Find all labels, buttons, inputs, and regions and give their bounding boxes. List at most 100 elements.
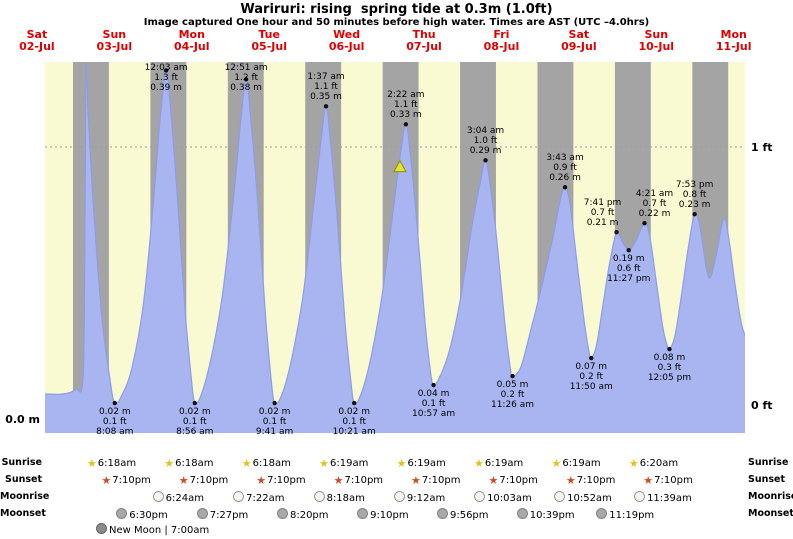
sunrise-entry: ★6:18am [87,457,136,470]
tide-annotation-line: 0.2 ft [579,372,604,383]
tide-annotation-line: 0.05 m [496,380,529,391]
tide-annotation-line: 12:51 am [224,63,268,73]
tide-annotation-line: 0.02 m [258,407,291,418]
tide-annotation-line: 0.38 m [230,83,262,93]
day-label-line: 02-Jul [19,40,55,53]
sunrise-entry: ★6:19am [397,457,446,470]
tide-annotation-line: 0.19 m [612,254,645,265]
tide-annotation-line: 1:37 am [307,72,345,83]
moonrise-time: 9:12am [406,493,446,504]
almanac-label-sunset-right: Sunset [748,474,786,485]
high-tide-point [562,185,568,190]
day-label: Wed 06-Jul [317,29,377,53]
tide-annotation-line: 0.1 ft [262,417,287,428]
moonset-circle-icon [516,508,528,519]
tide-annotation-line: 12:05 pm [647,373,692,384]
tide-annotation-line: 0.02 m [98,407,131,418]
sunrise-entry: ★6:19am [319,457,368,470]
moonrise-time: 8:18am [326,493,365,504]
moonrise-entry: 10:03am [474,491,532,504]
y-axis-zero-feet-label: 0 ft [751,399,773,412]
tide-annotation-line: 8:08 am [96,427,134,438]
high-tide-point [163,68,169,73]
sunrise-star-icon: ★ [241,457,252,470]
tide-annotation-line: 3:04 am [466,126,505,137]
moonrise-circle-icon [152,491,164,502]
sunrise-time: 6:18am [252,458,291,469]
tide-annotation-line: 0.6 ft [616,264,641,275]
low-tide-annotation: 0.08 m 0.3 ft 12:05 pm [639,353,699,383]
sunrise-time: 6:19am [484,458,524,469]
sunset-time: 7:10pm [344,475,384,486]
sunrise-star-icon: ★ [396,457,407,470]
sunrise-time: 6:18am [175,458,214,469]
high-tide-point [403,122,409,127]
high-tide-annotation: 12:51 am 1.2 ft 0.38 m [216,63,276,93]
sunrise-entry: ★6:18am [164,457,213,470]
low-tide-annotation: 0.02 m 0.1 ft 9:41 am [245,407,305,437]
low-tide-annotation: 0.07 m 0.2 ft 11:50 am [561,362,621,392]
sunset-star-icon: ★ [178,474,189,487]
sunrise-entry: ★6:20am [629,457,678,470]
high-tide-annotation: 7:41 pm 0.7 ft 0.21 m [573,198,633,228]
moonrise-entry: 8:18am [313,491,365,504]
moonset-circle-icon [196,508,208,519]
moonrise-entry: 7:22am [233,491,284,504]
moonset-time: 10:39pm [529,510,575,521]
moonrise-entry: 6:24am [152,491,204,504]
day-label-line: Sun [644,28,669,41]
moonset-time: 11:19pm [609,510,655,521]
sunset-star-icon: ★ [411,474,421,487]
moonrise-circle-icon [474,491,486,502]
high-tide-annotation: 1:37 am 1.1 ft 0.35 m [296,72,356,102]
tide-annotation-line: 11:27 pm [607,274,651,285]
tide-annotation-line: 0.23 m [678,200,711,211]
sunrise-star-icon: ★ [319,457,330,470]
new-moon-icon [96,523,107,534]
sunrise-star-icon: ★ [551,457,562,470]
moonset-time: 7:27pm [209,510,249,521]
sunset-entry: ★7:10pm [488,474,537,487]
tide-annotation-line: 0.08 m [653,353,686,364]
day-label: Sat 09-Jul [549,29,609,53]
tide-annotation-line: 0.9 ft [553,163,577,174]
sunset-star-icon: ★ [643,474,654,487]
day-label-line: 07-Jul [406,40,442,53]
almanac-label-moonset-left: Moonset [0,508,46,519]
high-tide-annotation: 4:21 am 0.7 ft 0.22 m [625,189,685,219]
tide-annotation-line: 3:43 am [546,153,584,164]
day-label: Mon 11-Jul [704,29,764,53]
low-tide-point [589,355,594,361]
moonrise-time: 6:24am [165,493,204,504]
low-tide-point [626,247,631,253]
capture-note: Image captured One hour and 50 minutes b… [143,17,650,28]
day-label-line: Sun [102,28,127,41]
moonset-time: 9:10pm [370,510,409,521]
tide-annotation-line: 1.2 ft [234,73,258,83]
high-tide-annotation: 7:53 pm 0.8 ft 0.23 m [665,180,725,210]
tide-annotation-line: 4:21 am [635,189,674,200]
moonset-circle-icon [436,508,448,519]
tide-annotation-line: 8:56 am [176,427,214,438]
moonrise-entry: 11:39am [634,491,692,504]
tide-annotation-line: 0.04 m [417,389,450,400]
moonset-time: 8:20pm [289,510,329,521]
high-tide-point [323,104,329,109]
high-tide-annotation: 3:04 am 1.0 ft 0.29 m [456,126,516,156]
high-tide-annotation: 12:03 am 1.3 ft 0.39 m [136,63,196,93]
day-label-line: 03-Jul [96,40,133,53]
moonrise-time: 10:52am [567,493,612,504]
moonrise-circle-icon [233,491,245,502]
sunset-time: 7:10pm [421,475,461,486]
moonrise-time: 7:22am [246,493,285,504]
sunset-entry: ★7:10pm [101,474,150,487]
sunrise-star-icon: ★ [86,457,97,470]
tide-annotation-line: 0.33 m [390,110,422,121]
day-label-line: Mon [720,28,747,41]
day-label: Sun 03-Jul [84,29,144,53]
moonset-entry: 6:30pm [116,508,168,521]
high-tide-annotation: 2:22 am 1.1 ft 0.33 m [376,90,436,120]
day-label-line: Fri [493,28,510,41]
sunset-entry: ★7:10pm [411,474,460,487]
day-label-line: Tue [258,28,280,41]
